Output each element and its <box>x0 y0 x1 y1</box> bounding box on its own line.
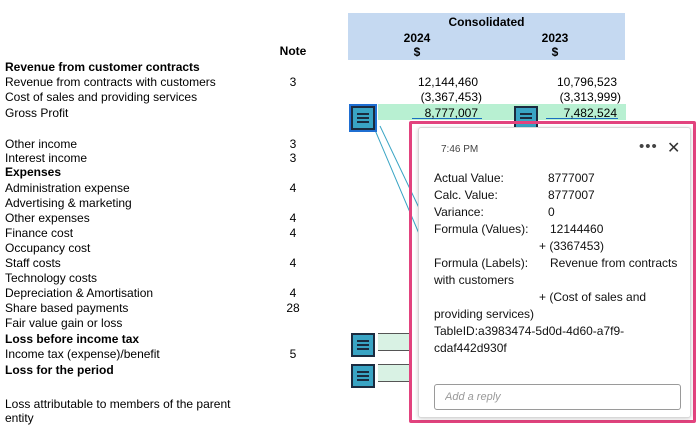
year-label-2024: 2024 <box>403 31 431 45</box>
currency-label-2024: $ <box>413 45 421 59</box>
currency-label-2023: $ <box>551 45 559 59</box>
row-note-finance: 4 <box>289 226 297 240</box>
table-id-line2: cdaf442d930f <box>434 341 507 355</box>
row-label-interest-income: Interest income <box>5 151 88 165</box>
close-icon[interactable]: ✕ <box>667 140 681 157</box>
value-2024-gross-profit[interactable]: 8,777,007 <box>424 106 478 120</box>
actual-value-label: Actual Value: <box>434 171 504 185</box>
row-label-share-based: Share based payments <box>5 301 129 315</box>
row-label-advertising: Advertising & marketing <box>5 196 132 210</box>
row-label-loss-before-tax: Loss before income tax <box>5 332 140 346</box>
loss-before-tax-highlight <box>378 333 410 351</box>
row-note-admin: 4 <box>289 181 297 195</box>
row-label-admin: Administration expense <box>5 181 130 195</box>
row-label-gross-profit: Gross Profit <box>5 106 69 120</box>
formula-labels-line3: + (Cost of sales and <box>539 290 647 304</box>
table-id-line1: TableID:a3983474-5d0d-4d60-a7f9- <box>434 324 625 338</box>
column-header-2023: 2023 $ <box>525 31 585 59</box>
consolidated-header-background <box>348 13 625 60</box>
row-label-depreciation: Depreciation & Amortisation <box>5 286 154 300</box>
comment-lines-icon <box>357 340 369 350</box>
expenses-section-heading: Expenses <box>5 165 62 179</box>
row-label-attributable-line1: Loss attributable to members of the pare… <box>5 397 231 411</box>
comment-marker-gross-profit-2024[interactable] <box>349 104 377 132</box>
row-label-fair-value: Fair value gain or loss <box>5 316 123 330</box>
formula-values-label: Formula (Values): <box>434 222 529 236</box>
row-label-cost-sales: Cost of sales and providing services <box>5 90 198 104</box>
comment-marker-gross-profit-2023[interactable] <box>514 106 538 130</box>
row-label-loss-period: Loss for the period <box>5 363 114 377</box>
variance-label: Variance: <box>434 205 484 219</box>
comment-lines-icon <box>357 371 369 381</box>
variance-value: 0 <box>548 205 555 219</box>
comment-lines-icon <box>357 113 369 123</box>
row-label-occupancy: Occupancy cost <box>5 241 91 255</box>
comment-marker-loss-period[interactable] <box>351 364 375 388</box>
calc-value: 8777007 <box>548 188 595 202</box>
formula-labels-line4: providing services) <box>434 307 535 321</box>
calc-value-label: Calc. Value: <box>434 188 498 202</box>
more-horizontal-icon[interactable]: ••• <box>639 138 658 155</box>
column-header-2024: 2024 $ <box>387 31 447 59</box>
formula-labels-line2: with customers <box>434 273 515 287</box>
value-2023-cost-sales: (3,313,999) <box>559 90 621 104</box>
row-note-revenue-contracts: 3 <box>289 75 297 89</box>
row-note-other-expenses: 4 <box>289 211 297 225</box>
value-2024-revenue-contracts: 12,144,460 <box>417 75 478 89</box>
row-note-other-income: 3 <box>289 137 297 151</box>
consolidated-header-title: Consolidated <box>448 15 525 29</box>
row-label-attributable-line2: entity <box>5 411 34 425</box>
popup-timestamp: 7:46 PM <box>441 144 479 155</box>
row-note-interest-income: 3 <box>289 151 297 165</box>
popup-focus-highlight <box>409 121 696 423</box>
comment-marker-loss-before-tax[interactable] <box>351 333 375 357</box>
gross-profit-2024-underline <box>412 118 482 119</box>
row-note-staff: 4 <box>289 256 297 270</box>
row-note-share-based: 28 <box>286 301 300 315</box>
row-note-depreciation: 4 <box>289 286 297 300</box>
row-label-income-tax: Income tax (expense)/benefit <box>5 347 160 361</box>
reply-input[interactable] <box>434 384 681 410</box>
row-label-technology: Technology costs <box>5 271 98 285</box>
row-label-other-income: Other income <box>5 137 78 151</box>
row-note-income-tax: 5 <box>289 347 297 361</box>
gross-profit-2023-underline <box>546 118 618 119</box>
year-label-2023: 2023 <box>541 31 569 45</box>
comment-popup: 7:46 PM ••• ✕ Actual Value: 8777007 Calc… <box>418 127 691 418</box>
row-label-other-expenses: Other expenses <box>5 211 90 225</box>
row-label-finance: Finance cost <box>5 226 74 240</box>
formula-values-line1: 12144460 <box>550 222 604 236</box>
value-2024-cost-sales: (3,367,453) <box>420 90 482 104</box>
gross-profit-highlight <box>378 104 626 120</box>
actual-value: 8777007 <box>548 171 595 185</box>
formula-labels-line1: Revenue from contracts <box>550 256 678 270</box>
formula-labels-label: Formula (Labels): <box>434 256 529 270</box>
value-2023-gross-profit[interactable]: 7,482,524 <box>563 106 617 120</box>
formula-values-line2: + (3367453) <box>539 239 605 253</box>
value-2023-revenue-contracts: 10,796,523 <box>556 75 617 89</box>
revenue-section-heading: Revenue from customer contracts <box>5 60 200 74</box>
row-label-revenue-contracts: Revenue from contracts with customers <box>5 75 216 89</box>
row-label-staff: Staff costs <box>5 256 61 270</box>
loss-period-highlight <box>378 364 410 382</box>
note-column-header: Note <box>279 44 307 58</box>
